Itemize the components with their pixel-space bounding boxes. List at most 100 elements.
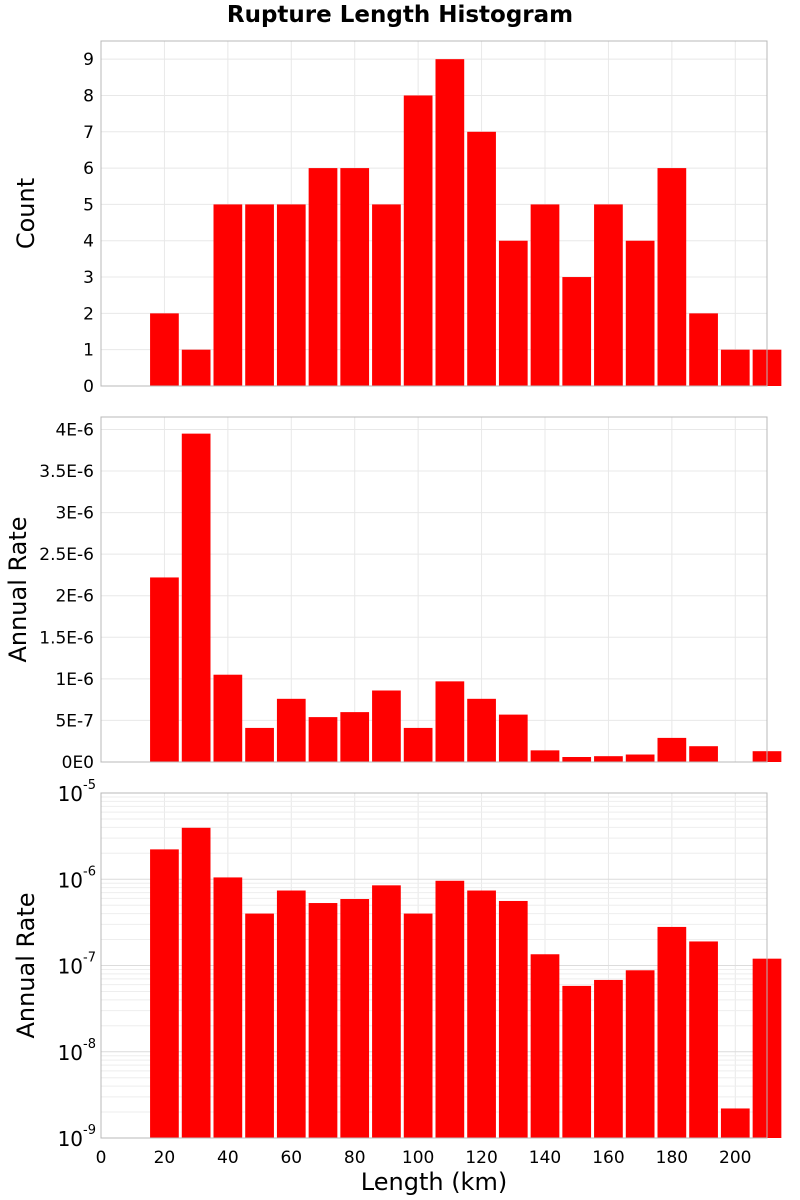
bar bbox=[625, 970, 655, 1138]
bar bbox=[403, 913, 433, 1138]
bar bbox=[276, 204, 306, 386]
y-tick-label: 10-9 bbox=[58, 1123, 96, 1151]
x-tick-label: 20 bbox=[154, 1148, 176, 1168]
y-tick-label: 10-8 bbox=[58, 1037, 96, 1065]
y-tick-label: 2.5E-6 bbox=[39, 545, 94, 565]
y-tick-label: 3.5E-6 bbox=[39, 462, 94, 482]
bar bbox=[308, 168, 338, 386]
bar bbox=[467, 131, 496, 386]
bar bbox=[530, 954, 560, 1138]
x-axis-label: Length (km) bbox=[361, 1168, 507, 1196]
y-tick-label: 4E-6 bbox=[55, 420, 94, 440]
bar bbox=[720, 349, 750, 386]
plot-area bbox=[101, 417, 767, 762]
y-tick-label: 6 bbox=[83, 159, 94, 179]
bar bbox=[308, 717, 338, 762]
bar bbox=[467, 890, 496, 1138]
bar bbox=[498, 900, 528, 1138]
bar bbox=[689, 313, 718, 386]
bar bbox=[181, 433, 211, 762]
y-tick-label: 0 bbox=[83, 377, 94, 397]
x-tick-label: 80 bbox=[344, 1148, 366, 1168]
bar bbox=[435, 59, 465, 386]
y-tick-label: 0E0 bbox=[62, 753, 94, 773]
y-tick-label: 4 bbox=[83, 232, 94, 252]
plot-frame bbox=[100, 792, 768, 1139]
x-tick-label: 160 bbox=[592, 1148, 624, 1168]
y-tick-label: 2 bbox=[83, 304, 94, 324]
bar bbox=[245, 727, 274, 762]
bar bbox=[403, 95, 433, 386]
bar bbox=[657, 168, 687, 386]
y-tick-label: 3 bbox=[83, 268, 94, 288]
bar bbox=[340, 899, 370, 1138]
bar bbox=[625, 240, 655, 386]
bar bbox=[498, 714, 528, 762]
bar bbox=[594, 756, 623, 762]
chart-title: Rupture Length Histogram bbox=[226, 2, 574, 28]
bar bbox=[276, 698, 306, 762]
bar bbox=[657, 737, 687, 762]
bar bbox=[245, 913, 274, 1138]
y-tick-label: 10-7 bbox=[58, 951, 96, 979]
bar bbox=[308, 903, 338, 1138]
y-axis-label: Annual Rate bbox=[4, 516, 32, 662]
y-tick-label: 8 bbox=[83, 86, 94, 106]
y-tick-label: 7 bbox=[83, 123, 94, 143]
x-tick-label: 0 bbox=[96, 1148, 107, 1168]
bar bbox=[530, 204, 560, 386]
bar bbox=[435, 681, 465, 762]
plot-frame bbox=[100, 416, 768, 763]
x-tick-label: 180 bbox=[656, 1148, 688, 1168]
bar bbox=[435, 880, 465, 1138]
bar bbox=[340, 168, 370, 386]
y-axis-label: Count bbox=[12, 178, 40, 249]
panel-1: 0 1 2 3 4 5 6 7 8 9 Count bbox=[12, 40, 782, 397]
bar bbox=[689, 746, 718, 762]
bar bbox=[150, 849, 179, 1138]
bar bbox=[150, 313, 179, 386]
bar bbox=[181, 827, 211, 1138]
bar bbox=[213, 877, 243, 1138]
bar bbox=[213, 674, 243, 762]
bar bbox=[625, 754, 655, 762]
bar bbox=[372, 204, 401, 386]
bar bbox=[276, 890, 306, 1138]
x-tick-label: 60 bbox=[280, 1148, 302, 1168]
y-tick-label: 10-5 bbox=[58, 778, 96, 806]
panel-2: 0E0 5E-7 1E-6 1.5E-6 2E-6 2.5E-6 3E-6 3.5E-6 4E-… bbox=[4, 416, 782, 773]
bar bbox=[372, 690, 401, 762]
bar bbox=[594, 979, 623, 1138]
bar bbox=[403, 727, 433, 762]
x-tick-label: 100 bbox=[402, 1148, 434, 1168]
x-tick-label: 140 bbox=[529, 1148, 561, 1168]
bar bbox=[530, 750, 560, 762]
bar bbox=[245, 204, 274, 386]
y-tick-label: 5E-7 bbox=[55, 711, 94, 731]
y-tick-label: 1E-6 bbox=[55, 670, 94, 690]
y-tick-label: 2E-6 bbox=[55, 587, 94, 607]
x-tick-label: 200 bbox=[719, 1148, 751, 1168]
bar bbox=[689, 941, 718, 1138]
y-tick-label: 1 bbox=[83, 341, 94, 361]
plot-frame bbox=[100, 40, 768, 387]
x-tick-label: 40 bbox=[217, 1148, 239, 1168]
y-axis-label: Annual Rate bbox=[12, 892, 40, 1038]
x-tick-label: 120 bbox=[465, 1148, 497, 1168]
bar bbox=[467, 698, 496, 762]
bar bbox=[720, 1108, 750, 1138]
y-tick-label: 3E-6 bbox=[55, 504, 94, 524]
bar bbox=[498, 240, 528, 386]
bar bbox=[340, 712, 370, 762]
bar bbox=[213, 204, 243, 386]
y-tick-label: 1.5E-6 bbox=[39, 628, 94, 648]
bar bbox=[150, 577, 179, 762]
plot-area bbox=[101, 41, 767, 386]
bar bbox=[562, 277, 592, 386]
bar bbox=[562, 757, 592, 762]
bar bbox=[372, 885, 401, 1138]
bar bbox=[562, 985, 592, 1138]
y-tick-label: 10-6 bbox=[58, 864, 96, 892]
bar bbox=[657, 926, 687, 1138]
